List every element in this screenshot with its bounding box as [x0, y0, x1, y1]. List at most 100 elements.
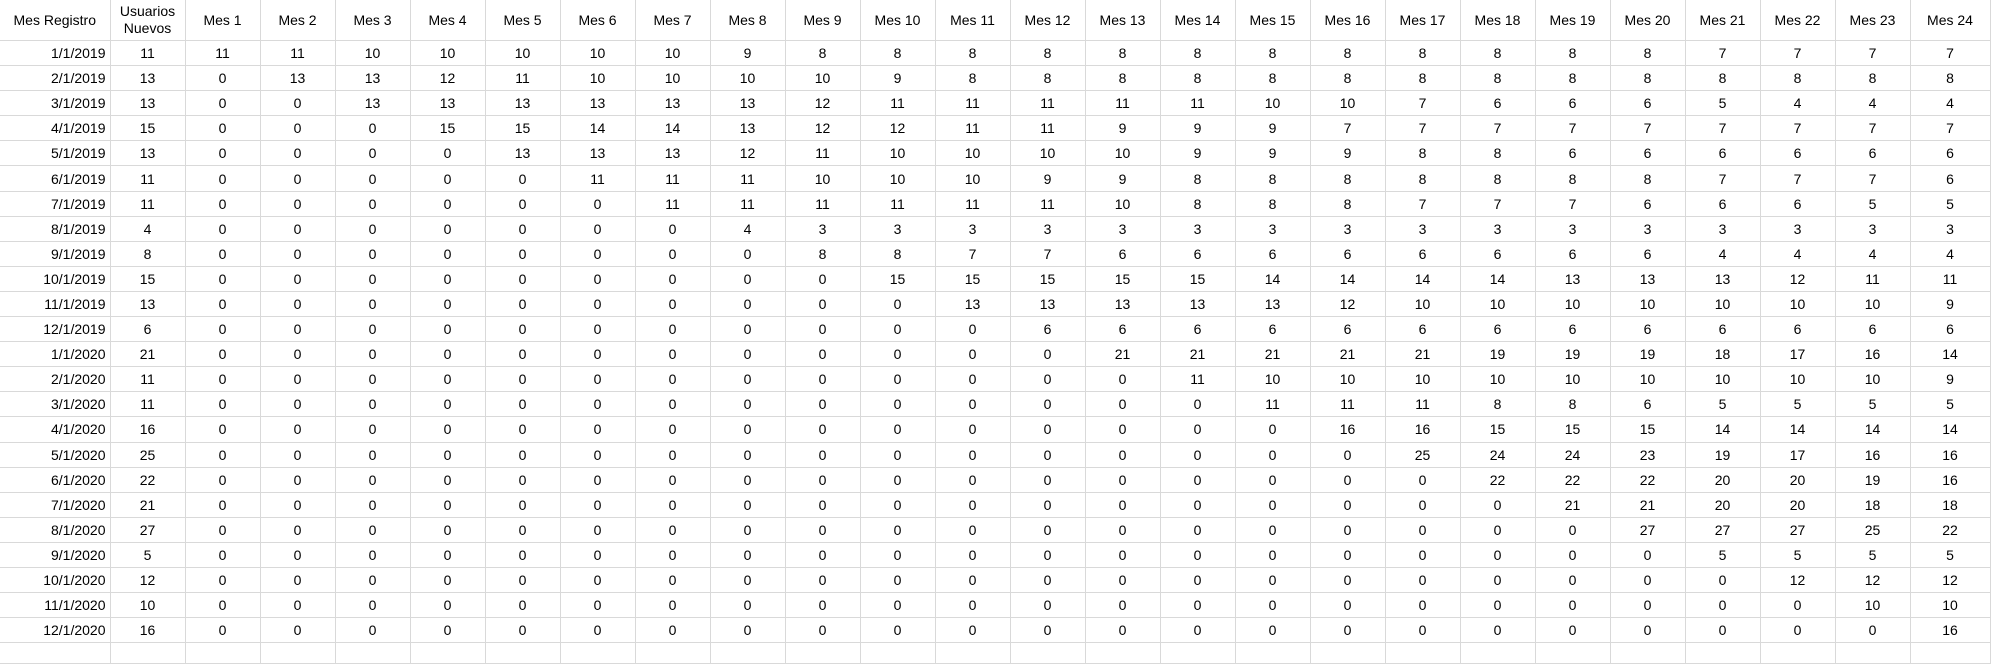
cell-mes-14[interactable]: 0 [1160, 467, 1236, 493]
cell-mes-13[interactable]: 3 [1085, 216, 1161, 242]
cell-mes-12[interactable]: 7 [1010, 241, 1086, 267]
cell-usuarios-nuevos[interactable]: 11 [110, 191, 186, 217]
cell-mes-19[interactable]: 7 [1535, 191, 1611, 217]
cell-mes-17[interactable]: 6 [1385, 241, 1461, 267]
cell-mes-13[interactable]: 13 [1085, 291, 1161, 318]
column-header-mes-5[interactable]: Mes 5 [485, 0, 561, 41]
cell-mes-6[interactable]: 0 [560, 316, 636, 343]
cell-mes-3[interactable]: 0 [335, 191, 411, 217]
cell-mes-2[interactable]: 0 [260, 366, 336, 393]
column-header-mes-22[interactable]: Mes 22 [1760, 0, 1836, 41]
cell-mes-16[interactable]: 6 [1310, 241, 1386, 267]
cell-mes-5[interactable]: 0 [485, 617, 561, 644]
cell-usuarios-nuevos[interactable]: 10 [110, 592, 186, 619]
cell-mes-22[interactable]: 7 [1760, 115, 1836, 142]
cell-mes-5[interactable]: 0 [485, 517, 561, 543]
cell-mes-18[interactable]: 6 [1460, 241, 1536, 267]
cell-mes-5[interactable]: 0 [485, 492, 561, 518]
cell-mes-20[interactable]: 3 [1610, 216, 1686, 242]
cell-mes-10[interactable]: 0 [860, 391, 936, 418]
cell-mes-16[interactable]: 14 [1310, 266, 1386, 292]
cell-mes-12[interactable]: 9 [1010, 165, 1086, 192]
cell-mes-17[interactable]: 0 [1385, 617, 1461, 644]
cell-mes-registro[interactable]: 7/1/2019 [0, 191, 111, 217]
cell-mes-9[interactable]: 11 [785, 140, 861, 167]
cell-mes-3[interactable]: 0 [335, 316, 411, 343]
cell-mes-13[interactable]: 0 [1085, 542, 1161, 568]
cell-mes-14[interactable]: 8 [1160, 40, 1236, 67]
cell-mes-14[interactable]: 0 [1160, 592, 1236, 619]
cell-mes-4[interactable]: 12 [410, 65, 486, 92]
cell-mes-6[interactable]: 11 [560, 165, 636, 192]
cell-usuarios-nuevos[interactable]: 11 [110, 366, 186, 393]
empty-cell[interactable] [1310, 642, 1386, 664]
cell-mes-20[interactable]: 21 [1610, 492, 1686, 518]
cell-mes-2[interactable]: 0 [260, 391, 336, 418]
cell-mes-21[interactable]: 14 [1685, 416, 1761, 443]
cell-mes-11[interactable]: 0 [935, 617, 1011, 644]
cell-mes-2[interactable]: 13 [260, 65, 336, 92]
cell-mes-10[interactable]: 0 [860, 592, 936, 619]
cell-mes-1[interactable]: 0 [185, 291, 261, 318]
cell-mes-3[interactable]: 0 [335, 266, 411, 292]
cell-mes-11[interactable]: 13 [935, 291, 1011, 318]
cell-mes-4[interactable]: 0 [410, 467, 486, 493]
cell-mes-23[interactable]: 5 [1835, 542, 1911, 568]
cell-mes-18[interactable]: 8 [1460, 391, 1536, 418]
cell-mes-19[interactable]: 6 [1535, 241, 1611, 267]
cell-mes-registro[interactable]: 9/1/2019 [0, 241, 111, 267]
empty-cell[interactable] [1385, 642, 1461, 664]
cell-mes-14[interactable]: 8 [1160, 165, 1236, 192]
cell-mes-21[interactable]: 19 [1685, 442, 1761, 468]
cell-mes-16[interactable]: 0 [1310, 467, 1386, 493]
cell-mes-3[interactable]: 0 [335, 366, 411, 393]
cell-mes-14[interactable]: 0 [1160, 492, 1236, 518]
cell-mes-2[interactable]: 0 [260, 517, 336, 543]
cell-mes-6[interactable]: 0 [560, 442, 636, 468]
cell-mes-9[interactable]: 10 [785, 65, 861, 92]
cell-mes-22[interactable]: 12 [1760, 266, 1836, 292]
cell-mes-registro[interactable]: 4/1/2019 [0, 115, 111, 142]
cell-mes-11[interactable]: 11 [935, 191, 1011, 217]
cell-mes-1[interactable]: 0 [185, 467, 261, 493]
cell-mes-23[interactable]: 0 [1835, 617, 1911, 644]
empty-cell[interactable] [1085, 642, 1161, 664]
cell-mes-22[interactable]: 5 [1760, 542, 1836, 568]
cell-mes-1[interactable]: 0 [185, 165, 261, 192]
cell-mes-9[interactable]: 0 [785, 341, 861, 368]
cell-mes-22[interactable]: 6 [1760, 316, 1836, 343]
cell-mes-20[interactable]: 0 [1610, 617, 1686, 644]
cell-mes-17[interactable]: 0 [1385, 592, 1461, 619]
cell-mes-18[interactable]: 7 [1460, 115, 1536, 142]
column-header-mes-13[interactable]: Mes 13 [1085, 0, 1161, 41]
cell-mes-registro[interactable]: 11/1/2020 [0, 592, 111, 619]
cell-mes-1[interactable]: 0 [185, 391, 261, 418]
cell-mes-22[interactable]: 0 [1760, 617, 1836, 644]
cell-mes-23[interactable]: 16 [1835, 442, 1911, 468]
cell-mes-20[interactable]: 10 [1610, 291, 1686, 318]
cell-mes-20[interactable]: 27 [1610, 517, 1686, 543]
cell-mes-17[interactable]: 7 [1385, 90, 1461, 117]
cell-mes-19[interactable]: 15 [1535, 416, 1611, 443]
cell-mes-8[interactable]: 0 [710, 567, 786, 594]
cell-mes-registro[interactable]: 11/1/2019 [0, 291, 111, 318]
empty-cell[interactable] [935, 642, 1011, 664]
cell-mes-14[interactable]: 11 [1160, 90, 1236, 117]
cell-mes-24[interactable]: 5 [1910, 391, 1991, 418]
cell-mes-2[interactable]: 11 [260, 40, 336, 67]
cell-mes-15[interactable]: 10 [1235, 90, 1311, 117]
cell-mes-3[interactable]: 0 [335, 291, 411, 318]
cell-mes-18[interactable]: 0 [1460, 542, 1536, 568]
empty-cell[interactable] [1910, 642, 1991, 664]
cell-mes-10[interactable]: 0 [860, 467, 936, 493]
cell-mes-3[interactable]: 0 [335, 115, 411, 142]
cell-mes-4[interactable]: 0 [410, 416, 486, 443]
cell-mes-23[interactable]: 7 [1835, 115, 1911, 142]
cell-mes-4[interactable]: 0 [410, 617, 486, 644]
cell-mes-5[interactable]: 15 [485, 115, 561, 142]
cell-mes-14[interactable]: 0 [1160, 442, 1236, 468]
cell-mes-16[interactable]: 6 [1310, 316, 1386, 343]
cell-mes-18[interactable]: 0 [1460, 567, 1536, 594]
empty-cell[interactable] [110, 642, 186, 664]
cell-mes-17[interactable]: 7 [1385, 115, 1461, 142]
